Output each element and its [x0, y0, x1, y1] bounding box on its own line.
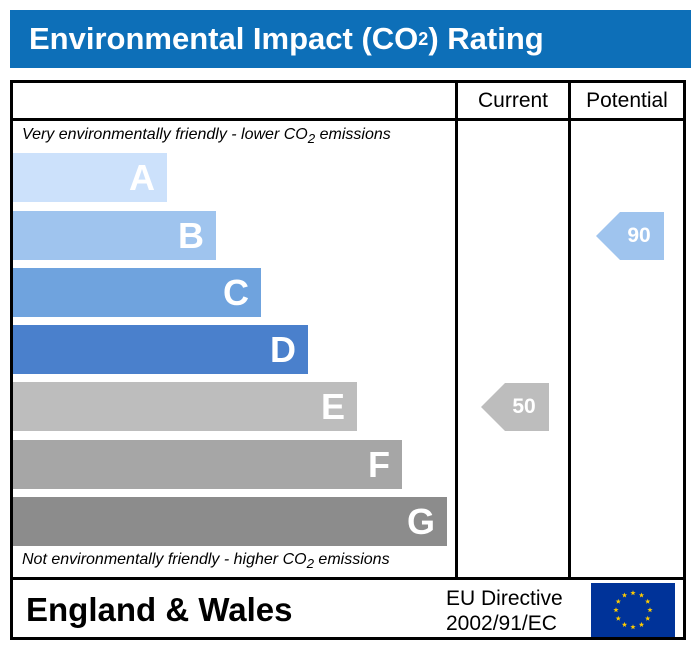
caption-bottom-text: Not environmentally friendly - higher CO — [22, 551, 307, 568]
directive-line1: EU Directive — [446, 587, 563, 610]
band-letter-b: B — [178, 214, 204, 256]
flag-star-icon — [630, 590, 636, 596]
header-divider — [10, 118, 686, 121]
flag-star-icon — [638, 592, 645, 598]
band-letter-c: C — [223, 271, 249, 313]
band-a: A — [13, 153, 167, 202]
flag-star-icon — [630, 624, 636, 630]
flag-star-icon — [645, 615, 651, 621]
flag-star-icon — [613, 607, 619, 613]
flag-star-icon — [645, 598, 651, 604]
divider-potential — [568, 80, 571, 580]
flag-star-icon — [615, 615, 621, 621]
caption-bottom-sub: 2 — [306, 556, 314, 572]
footer-divider — [10, 577, 686, 580]
eu-flag-icon — [591, 583, 675, 637]
band-e: E — [13, 382, 357, 431]
caption-top-sub: 2 — [307, 131, 316, 147]
caption-bottom: Not environmentally friendly - higher CO… — [22, 551, 390, 571]
current-rating-arrow: 50 — [481, 383, 549, 431]
flag-star-icon — [621, 621, 628, 627]
band-letter-d: D — [270, 328, 296, 370]
title-tail: ) Rating — [428, 21, 544, 56]
band-letter-g: G — [406, 500, 435, 542]
divider-current — [455, 80, 458, 580]
caption-top: Very environmentally friendly - lower CO… — [22, 126, 391, 146]
flag-star-icon — [647, 607, 653, 613]
band-g: G — [13, 497, 447, 546]
band-letter-e: E — [320, 385, 345, 427]
band-f: F — [13, 440, 402, 489]
band-letter-f: F — [368, 443, 390, 485]
caption-top-text: Very environmentally friendly - lower CO — [22, 126, 308, 143]
band-b: B — [13, 211, 216, 260]
column-potential-header: Potential — [586, 89, 668, 112]
potential-rating-arrow: 90 — [596, 212, 664, 260]
column-current-header: Current — [477, 89, 549, 112]
eu-directive: EU Directive 2002/91/EC — [446, 586, 563, 636]
current-rating-value: 50 — [512, 395, 536, 418]
flag-star-icon — [638, 621, 645, 627]
potential-rating-value: 90 — [627, 224, 651, 247]
title-subscript: 2 — [418, 28, 429, 49]
band-d: D — [13, 325, 308, 374]
band-c: C — [13, 268, 261, 317]
directive-line2: 2002/91/EC — [446, 612, 557, 635]
caption-bottom-tail: emissions — [313, 551, 390, 568]
current-arrow-shape — [481, 383, 549, 431]
rating-frame — [10, 80, 686, 640]
title-main: Environmental Impact (CO — [29, 21, 419, 56]
rating-title: Environmental Impact (CO 2) Rating — [10, 10, 691, 68]
potential-arrow-shape — [596, 212, 664, 260]
flag-star-icon — [621, 592, 628, 598]
region-label: England & Wales — [26, 591, 293, 628]
flag-star-icon — [615, 598, 621, 604]
caption-top-tail: emissions — [315, 126, 391, 143]
band-letter-a: A — [129, 156, 155, 198]
